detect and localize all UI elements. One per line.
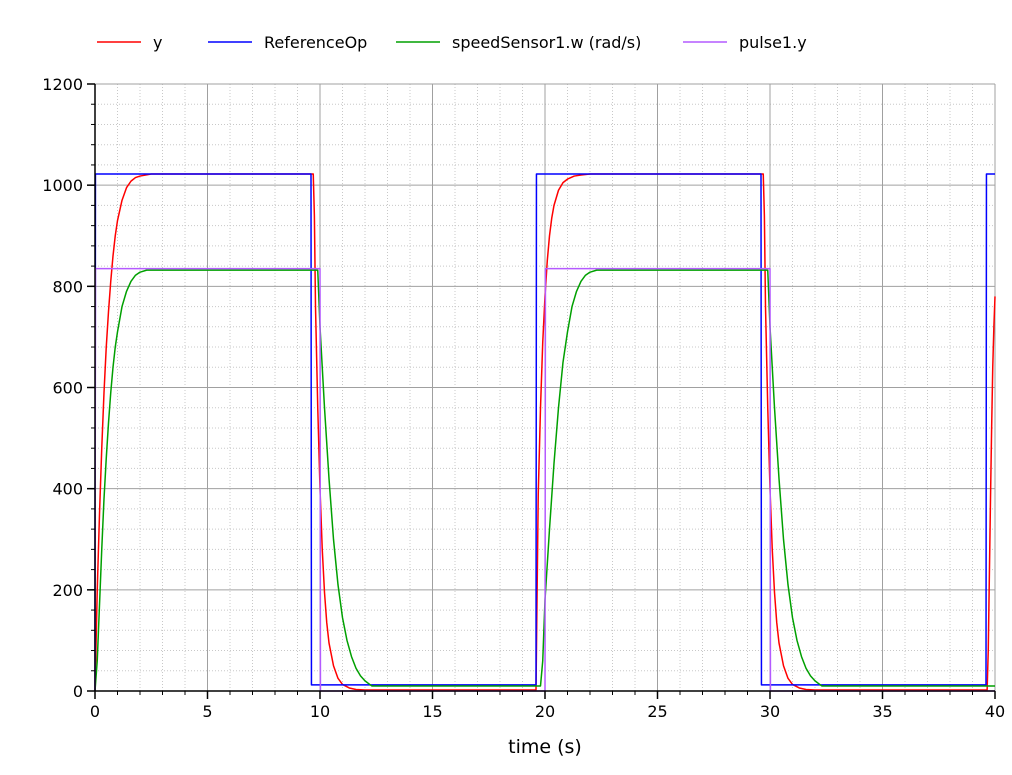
x-tick-label: 20: [535, 702, 555, 721]
y-tick-label: 400: [52, 480, 83, 499]
legend-label-0: y: [153, 33, 162, 52]
x-tick-label: 35: [872, 702, 892, 721]
series-line-1: [94, 173, 995, 692]
series-line-0: [94, 173, 996, 692]
x-tick-label: 40: [985, 702, 1005, 721]
legend-label-3: pulse1.y: [739, 33, 807, 52]
x-tick-label: 10: [310, 702, 330, 721]
y-tick-label: 200: [52, 581, 83, 600]
legend-label-2: speedSensor1.w (rad/s): [452, 33, 641, 52]
y-tick-label: 1200: [42, 75, 83, 94]
x-tick-label: 5: [202, 702, 212, 721]
x-tick-label: 15: [422, 702, 442, 721]
x-tick-label: 25: [647, 702, 667, 721]
legend-label-1: ReferenceOp: [264, 33, 367, 52]
y-tick-label: 1000: [42, 176, 83, 195]
x-tick-label: 0: [90, 702, 100, 721]
y-tick-label: 0: [73, 682, 83, 701]
legend: y ReferenceOp speedSensor1.w (rad/s) pulse1…: [97, 33, 807, 52]
x-tick-label: 30: [760, 702, 780, 721]
y-tick-label: 800: [52, 277, 83, 296]
y-tick-label: 600: [52, 379, 83, 398]
series-line-2: [94, 269, 995, 692]
x-axis-label: time (s): [508, 736, 582, 758]
